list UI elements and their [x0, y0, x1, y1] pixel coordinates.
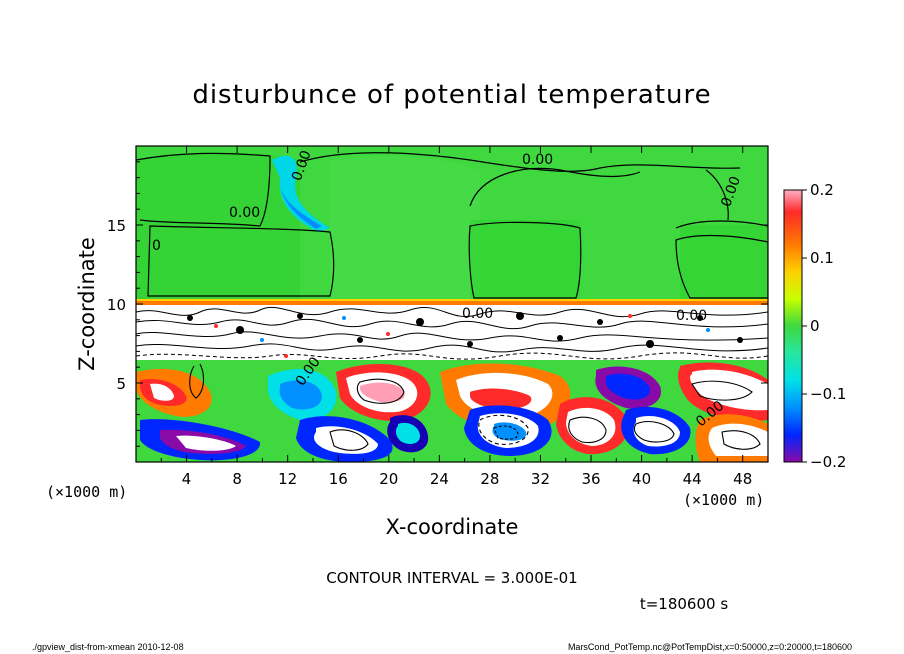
time-label: t=180600 s [640, 595, 728, 613]
x-tick-label: 4 [182, 470, 192, 488]
x-axis-unit: (×1000 m) [683, 491, 764, 509]
contour-label: 0.00 [522, 152, 553, 168]
x-tick-label: 48 [733, 470, 752, 488]
x-axis-ticks: 4 8 12 16 20 24 28 32 36 40 44 48 [160, 146, 752, 488]
colorbar-tick-label: −0.1 [810, 385, 846, 403]
x-tick-label: 16 [329, 470, 348, 488]
x-tick-label: 20 [379, 470, 398, 488]
x-tick-label: 36 [581, 470, 600, 488]
contour-interval: CONTOUR INTERVAL = 3.000E-01 [326, 569, 577, 587]
colorbar-ticks: 0.2 0.1 0 −0.1 −0.2 [802, 181, 846, 471]
convective-cells [136, 362, 768, 462]
colorbar-tick-label: 0.2 [810, 181, 834, 199]
x-tick-label: 8 [232, 470, 242, 488]
footer-left: ./gpview_dist-from-xmean 2010-12-08 [32, 642, 184, 652]
x-tick-label: 24 [430, 470, 449, 488]
colorbar-tick-label: −0.2 [810, 453, 846, 471]
colorbar-tick-label: 0 [810, 317, 820, 335]
footer-right: MarsCond_PotTemp.nc@PotTempDist,x=0:5000… [568, 642, 852, 652]
plot-area [136, 146, 768, 462]
contour-label: 0.00 [676, 308, 707, 324]
colorbar: 0.2 0.1 0 −0.1 −0.2 [783, 181, 846, 471]
x-tick-label: 44 [683, 470, 702, 488]
contour-label: 0.00 [462, 306, 493, 322]
x-tick-label: 28 [480, 470, 499, 488]
y-axis-ticks: 5 10 15 [107, 161, 768, 447]
contour-label: 0.00 [229, 205, 260, 221]
y-axis-unit: (×1000 m) [46, 483, 127, 501]
x-tick-label: 12 [278, 470, 297, 488]
colorbar-tick-label: 0.1 [810, 249, 834, 267]
x-axis-label: X-coordinate [386, 515, 519, 539]
x-tick-label: 32 [531, 470, 550, 488]
y-axis-label: Z-coordinate [75, 237, 99, 371]
y-tick-label: 5 [116, 375, 126, 393]
x-tick-label: 40 [632, 470, 651, 488]
y-tick-label: 15 [107, 217, 126, 235]
contour-label: 0 [152, 238, 161, 254]
y-tick-label: 10 [107, 296, 126, 314]
chart-title: disturbunce of potential temperature [192, 80, 711, 110]
